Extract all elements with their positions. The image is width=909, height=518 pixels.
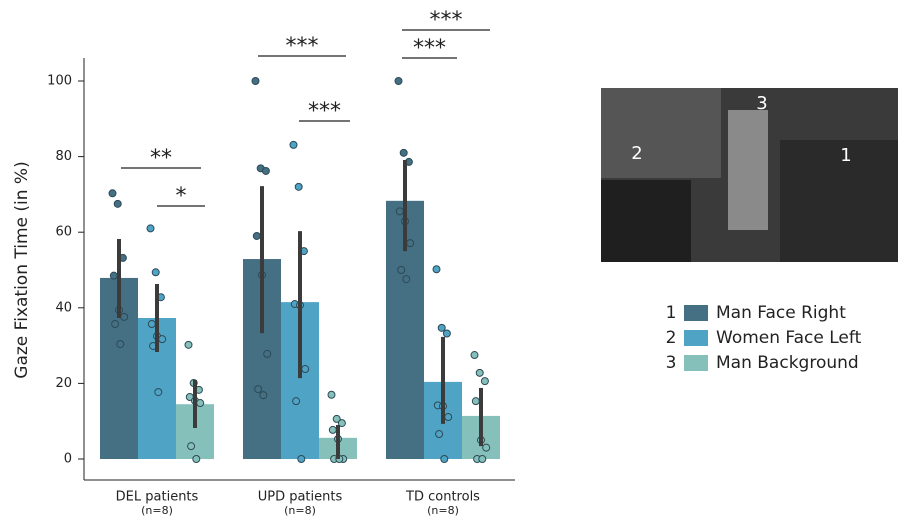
x-tick-note: (n=8) [284,504,316,517]
y-tick-label: 40 [55,300,72,315]
data-point [259,391,268,400]
data-point [108,189,117,198]
x-tick-note: (n=8) [427,504,459,517]
data-point [475,368,484,377]
data-point [116,340,125,349]
data-point [184,340,193,349]
legend-number: 3 [666,353,677,373]
data-point [435,430,444,439]
data-point [394,77,403,85]
data-point [192,455,201,463]
data-point [263,349,272,358]
data-point [482,443,491,452]
data-point [442,329,451,338]
data-point [252,231,261,240]
data-point [196,399,205,408]
film-man-right [780,140,898,262]
data-point [146,224,155,233]
data-point [406,239,415,248]
film-man-background [728,110,768,230]
data-point [158,335,167,344]
data-point [254,385,263,394]
legend-number: 1 [666,303,677,323]
y-tick-label: 20 [55,376,72,391]
significance-label: *** [430,8,463,33]
data-point [147,320,156,329]
data-point [113,199,122,208]
data-point [261,166,270,175]
legend-label: Man Background [716,353,859,373]
data-point [289,140,298,149]
x-tick-label: TD controls [405,490,480,505]
significance-label: *** [308,99,341,124]
legend-swatch [684,355,708,371]
data-point [332,414,341,423]
data-point [151,268,160,277]
significance-label: *** [413,36,446,61]
data-point [297,455,306,463]
x-tick-label: UPD patients [258,490,343,505]
data-point [440,455,449,463]
x-tick-label: DEL patients [116,490,199,505]
data-point [432,265,441,274]
data-point [471,397,480,406]
legend-label: Women Face Left [716,328,862,348]
film-woman-left [601,180,691,262]
significance-label: *** [286,34,319,59]
data-point [251,77,260,85]
image-label: 2 [631,143,642,164]
x-tick-note: (n=8) [141,504,173,517]
data-point [120,312,129,321]
data-point [327,390,336,399]
legend-swatch [684,305,708,321]
data-point [337,419,346,428]
data-point [328,425,337,434]
significance-label: ** [150,146,172,171]
data-point [397,266,406,274]
data-point [478,455,487,463]
film-bookshelf [601,88,721,178]
legend-number: 2 [666,328,677,348]
legend-swatch [684,330,708,346]
y-tick-label: 0 [64,452,72,467]
data-point [154,388,163,397]
y-tick-label: 100 [47,74,72,89]
data-point [395,207,404,216]
y-axis-label: Gaze Fixation Time (in %) [12,161,32,378]
data-point [444,413,453,422]
significance-label: * [176,184,187,209]
data-point [111,320,120,329]
data-point [187,442,196,451]
data-point [294,182,303,191]
image-label: 1 [840,145,851,166]
data-point [301,365,310,374]
image-label: 3 [756,93,767,114]
data-point [292,397,301,406]
y-tick-label: 60 [55,225,72,240]
y-tick-label: 80 [55,149,72,164]
data-point [109,271,118,280]
legend-label: Man Face Right [716,303,846,323]
data-point [402,275,411,284]
data-point [480,377,489,386]
data-point [470,351,479,360]
data-point [437,323,446,332]
data-point [399,148,408,157]
